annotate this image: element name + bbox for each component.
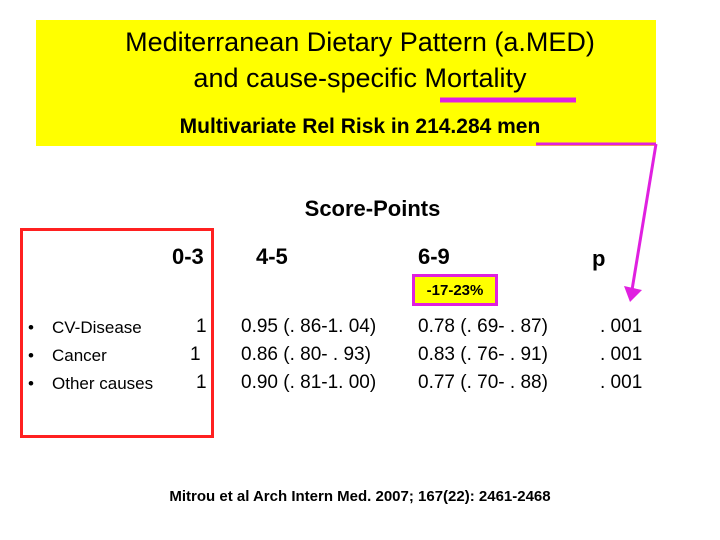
row-label-cv-disease: CV-Disease xyxy=(52,318,142,337)
column-header-4-5: 4-5 xyxy=(256,244,288,269)
row-p-value: . 001 xyxy=(600,344,643,365)
bullet-icon: • xyxy=(28,318,34,337)
score-points-header: Score-Points xyxy=(304,196,441,221)
annotation-arrow-line xyxy=(630,143,658,291)
range-note: -17-23% xyxy=(426,282,484,299)
annotation-arrowhead xyxy=(624,286,642,302)
column-header-p: p xyxy=(592,246,606,271)
row-label-cancer: Cancer xyxy=(52,346,107,365)
row-mid-value: 0.90 (. 81-1. 00) xyxy=(241,372,377,393)
title-line-1: Mediterranean Dietary Pattern (a.MED) xyxy=(125,27,595,57)
row-ref-value: 1 xyxy=(190,344,201,365)
row-high-value: 0.77 (. 70- . 88) xyxy=(418,372,548,393)
subtitle: Multivariate Rel Risk in 214.284 men xyxy=(179,115,541,138)
row-label-other-causes: Other causes xyxy=(52,374,154,393)
bullet-icon: • xyxy=(28,346,34,365)
range-note-highlight xyxy=(412,274,498,306)
title-line-2: and cause-specific Mortality xyxy=(193,63,527,93)
title-banner xyxy=(36,20,656,146)
row-high-value: 0.83 (. 76- . 91) xyxy=(418,344,548,365)
row-p-value: . 001 xyxy=(600,316,643,337)
row-mid-value: 0.86 (. 80- . 93) xyxy=(241,344,371,365)
row-mid-value: 0.95 (. 86-1. 04) xyxy=(241,316,377,337)
row-high-value: 0.78 (. 69- . 87) xyxy=(418,316,548,337)
column-header-0-3: 0-3 xyxy=(172,244,204,269)
row-p-value: . 001 xyxy=(600,372,643,393)
citation: Mitrou et al Arch Intern Med. 2007; 167(… xyxy=(169,488,551,505)
row-ref-value: 1 xyxy=(196,316,207,337)
bullet-icon: • xyxy=(28,374,34,393)
row-ref-value: 1 xyxy=(196,372,207,393)
column-header-6-9: 6-9 xyxy=(418,244,450,269)
reference-column-frame xyxy=(20,228,214,438)
